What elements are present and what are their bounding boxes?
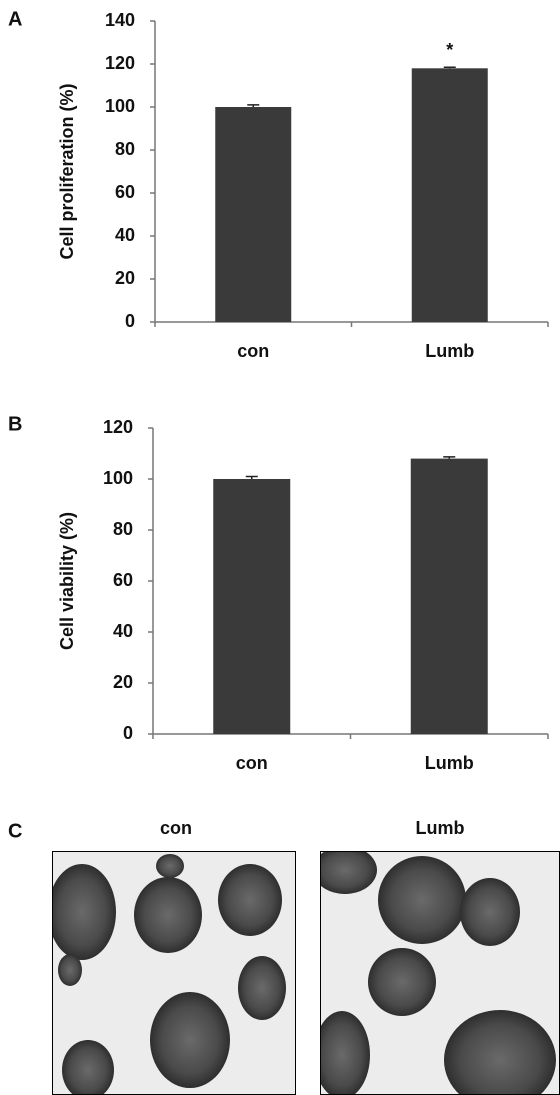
bar <box>213 479 290 734</box>
error-bar <box>443 457 455 459</box>
y-tick-label: 40 <box>115 225 135 245</box>
error-bar <box>246 476 258 479</box>
annotation: * <box>446 40 453 60</box>
bar <box>412 68 488 322</box>
image-title: con <box>160 818 192 838</box>
y-axis-label: Cell viability (%) <box>57 512 77 650</box>
y-tick-label: 60 <box>115 182 135 202</box>
panel-label: B <box>8 413 22 435</box>
bar <box>411 459 488 734</box>
y-tick-label: 80 <box>113 519 133 539</box>
y-tick-label: 60 <box>113 570 133 590</box>
x-tick-label: con <box>236 753 268 773</box>
micrograph <box>313 846 560 1095</box>
bar <box>215 107 291 322</box>
image-title: Lumb <box>416 818 465 838</box>
x-tick-label: con <box>237 341 269 361</box>
x-tick-label: Lumb <box>425 341 474 361</box>
y-axis-label: Cell proliferation (%) <box>57 83 77 259</box>
y-tick-label: 140 <box>105 10 135 30</box>
y-tick-label: 120 <box>105 53 135 73</box>
y-tick-label: 0 <box>125 311 135 331</box>
x-tick-label: Lumb <box>425 753 474 773</box>
y-tick-label: 20 <box>115 268 135 288</box>
error-bar <box>444 67 456 68</box>
y-tick-label: 100 <box>103 468 133 488</box>
figure: C con Lumb A Cell proliferation (%) 0 20 40 6… <box>0 0 560 1095</box>
y-tick-label: 80 <box>115 139 135 159</box>
y-tick-label: 20 <box>113 672 133 692</box>
error-bar <box>247 105 259 107</box>
y-tick-label: 120 <box>103 417 133 437</box>
panel-label: C <box>8 820 22 842</box>
panel-label: A <box>8 8 22 30</box>
y-tick-label: 100 <box>105 96 135 116</box>
y-tick-label: 0 <box>123 723 133 743</box>
y-tick-label: 40 <box>113 621 133 641</box>
micrograph <box>48 851 296 1095</box>
